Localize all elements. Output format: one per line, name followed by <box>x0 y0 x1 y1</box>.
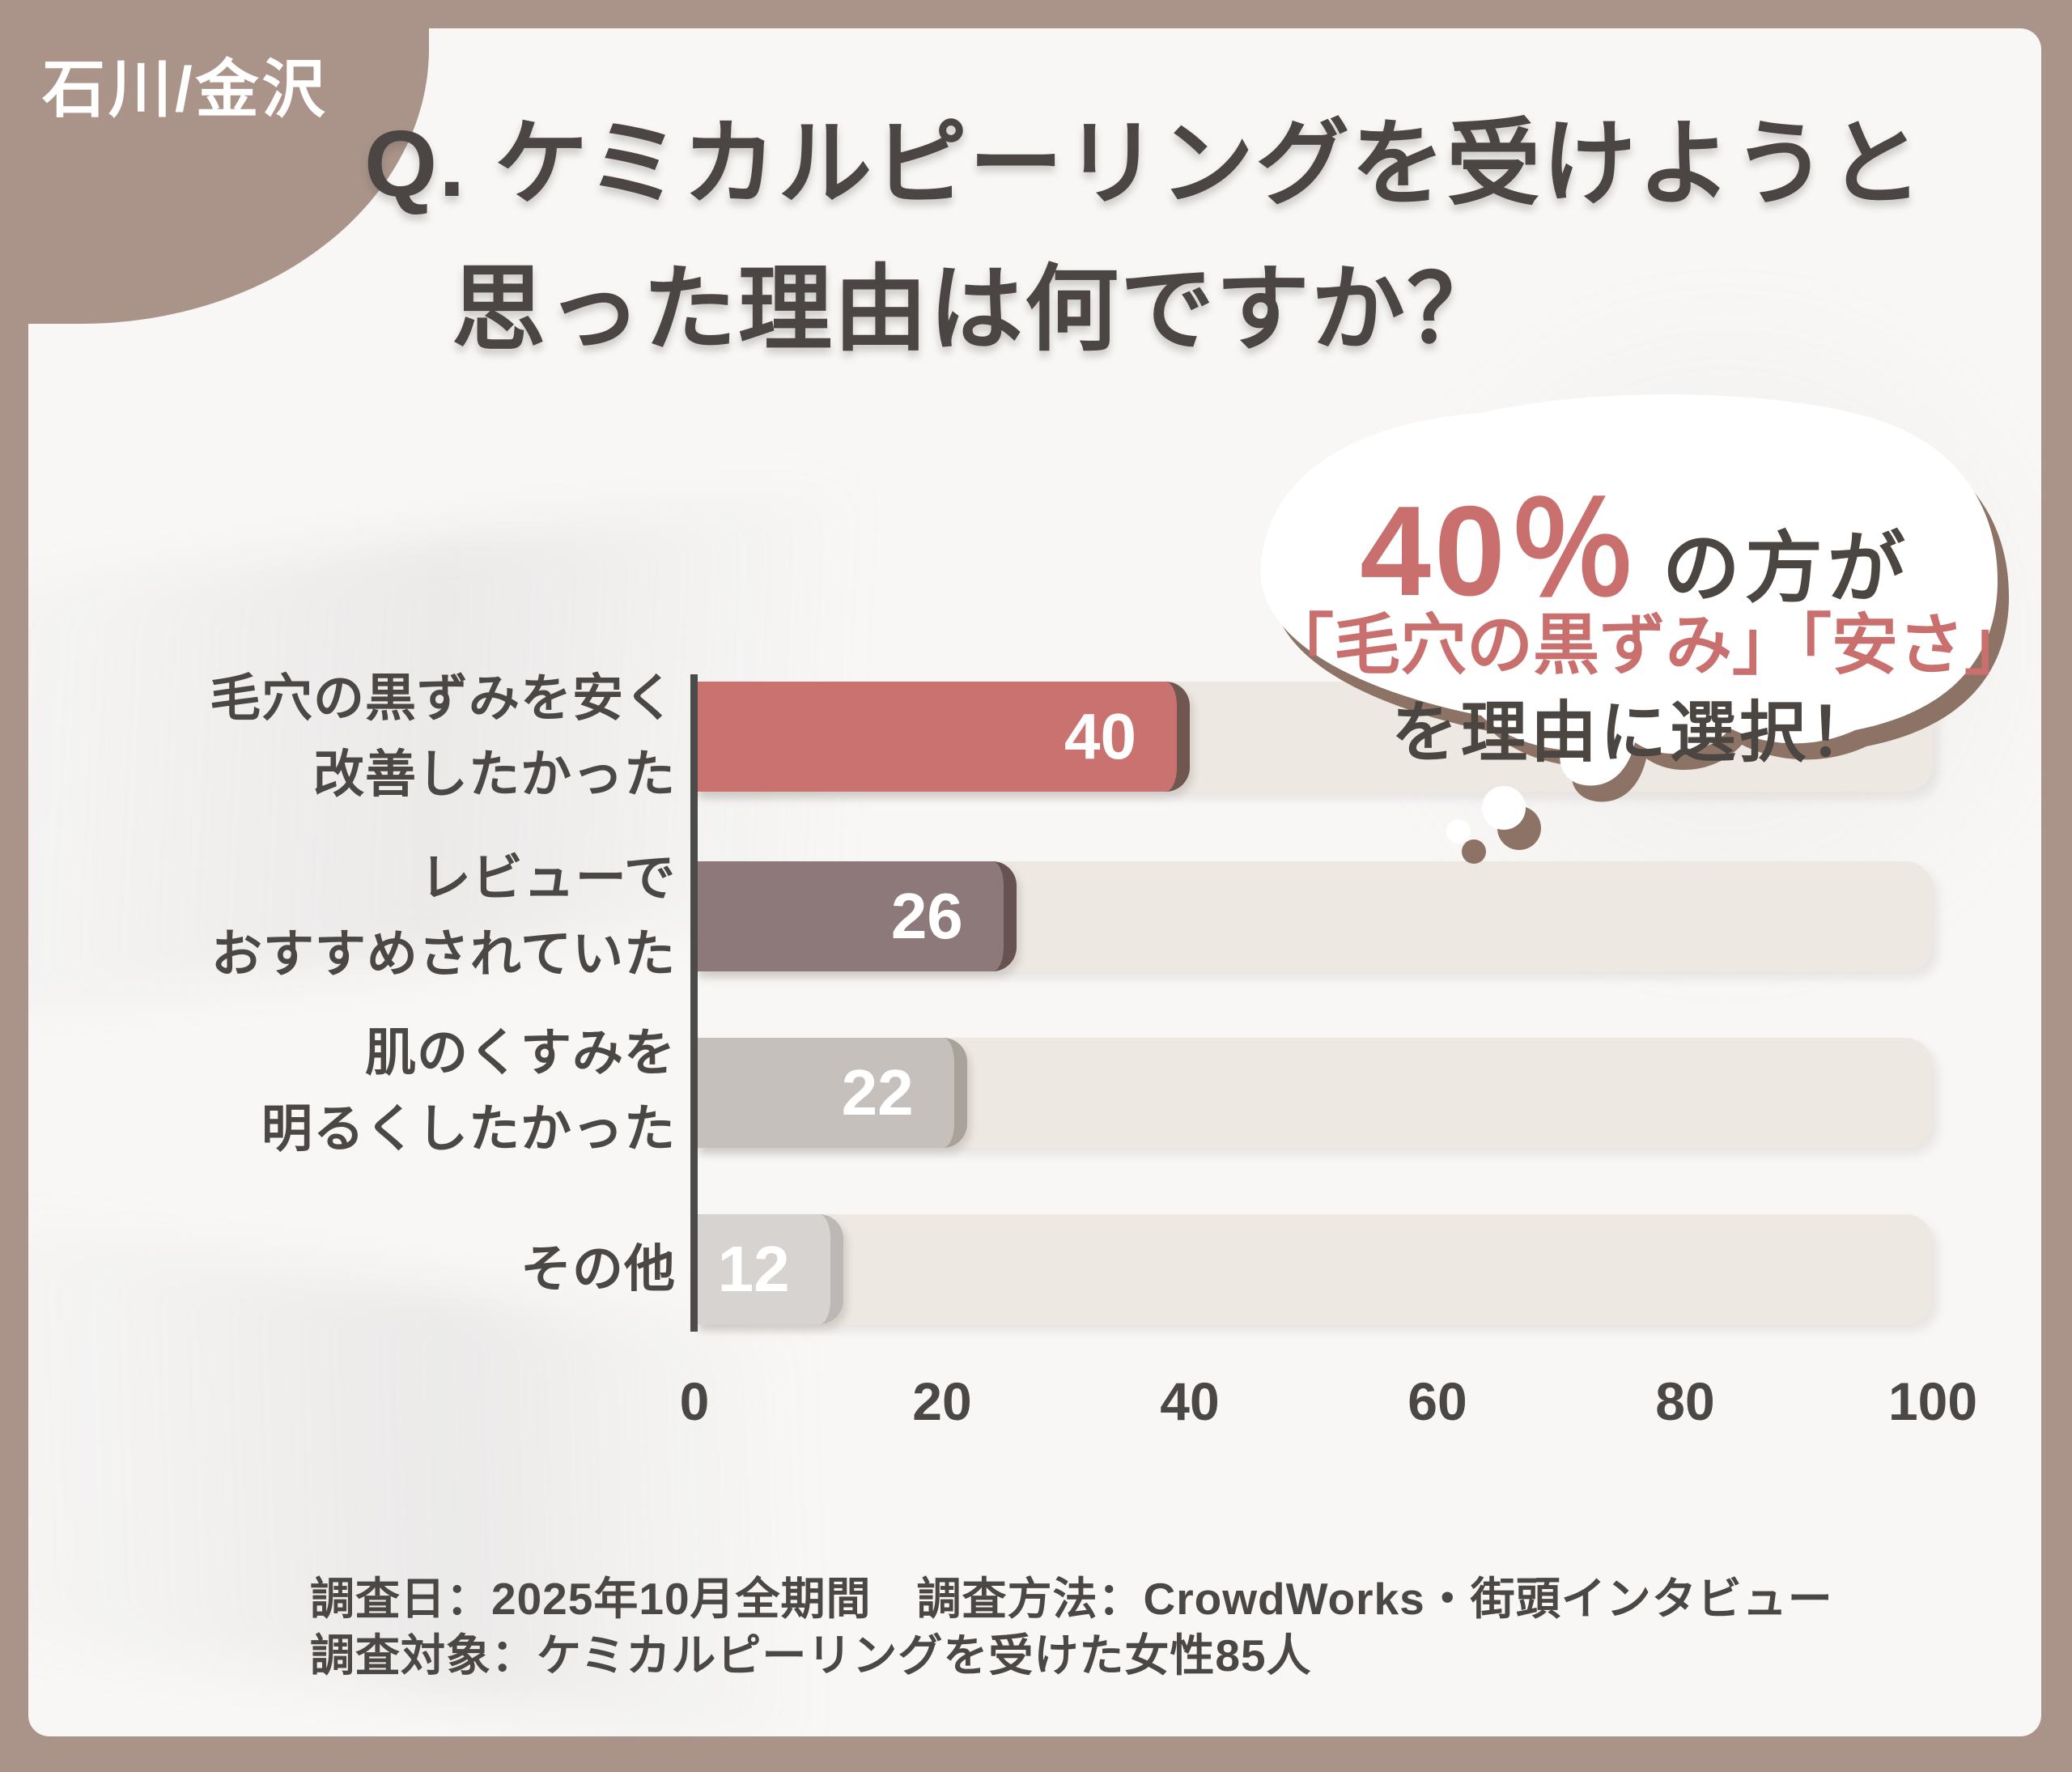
page-title-line1: Q. ケミカルピーリングを受けようと <box>364 111 1925 216</box>
survey-info-line2: 調査対象：ケミカルピーリングを受けた女性85人 <box>310 1630 1312 1681</box>
category-label-pore-darkness: 毛穴の黒ずみを安く 改善したかった <box>210 661 676 813</box>
page-title-line2: 思った理由は何ですか？ <box>452 257 1502 362</box>
bar-value-label: 26 <box>890 880 963 952</box>
bubble-suffix: の方が <box>1662 525 1910 612</box>
survey-info-line1: 調査日：2025年10月全期間 調査方法：CrowdWorks・街頭インタビュー <box>310 1574 1833 1624</box>
bubble-droplet-small <box>1446 819 1471 844</box>
bar-value-label: 40 <box>1064 700 1136 772</box>
bubble-headline: 40％ の方が <box>1287 447 1983 632</box>
category-label-dullness: 肌のくすみを 明るくしたかった <box>261 1015 676 1167</box>
bar-value-label: 12 <box>717 1233 790 1305</box>
category-label-line: 肌のくすみを <box>365 1025 676 1081</box>
bubble-reasons: 「毛穴の黒ずみ」「安さ」 <box>1267 609 2032 682</box>
bubble-droplet-large <box>1482 786 1526 830</box>
x-axis-tick: 0 <box>679 1371 710 1431</box>
x-axis-tick: 20 <box>912 1371 972 1431</box>
bar-review-recommended: 26 <box>694 861 1017 971</box>
category-label-line: その他 <box>520 1241 676 1298</box>
x-axis-tick: 100 <box>1887 1371 1978 1431</box>
speech-bubble <box>1260 394 2010 864</box>
bar-pore-darkness: 40 <box>694 682 1190 792</box>
bar-other: 12 <box>694 1214 843 1324</box>
y-axis-line <box>690 674 698 1332</box>
speech-bubble-body <box>1260 394 1998 844</box>
category-label-review: レビューで おすすめされていた <box>211 840 676 992</box>
category-label-line: レビューで <box>419 850 676 907</box>
bubble-conclusion: を理由に選択！ <box>1391 696 1879 770</box>
x-axis-tick: 60 <box>1408 1371 1467 1431</box>
x-axis-tick: 40 <box>1160 1371 1220 1431</box>
category-label-line: 改善したかった <box>313 746 676 803</box>
bar-track <box>694 1214 1933 1324</box>
bar-value-label: 22 <box>841 1056 914 1128</box>
category-label-other: その他 <box>520 1231 676 1307</box>
x-axis: 0 20 40 60 80 100 <box>0 1370 2072 1443</box>
category-label-line: 明るくしたかった <box>261 1101 676 1158</box>
category-label-line: 毛穴の黒ずみを安く <box>210 670 676 727</box>
x-axis-tick: 80 <box>1655 1371 1715 1431</box>
region-badge-label: 石川/金沢 <box>42 53 329 125</box>
bubble-percentage: 40％ <box>1360 480 1640 623</box>
category-label-line: おすすめされていた <box>210 926 676 983</box>
bar-skin-dullness: 22 <box>694 1038 967 1148</box>
